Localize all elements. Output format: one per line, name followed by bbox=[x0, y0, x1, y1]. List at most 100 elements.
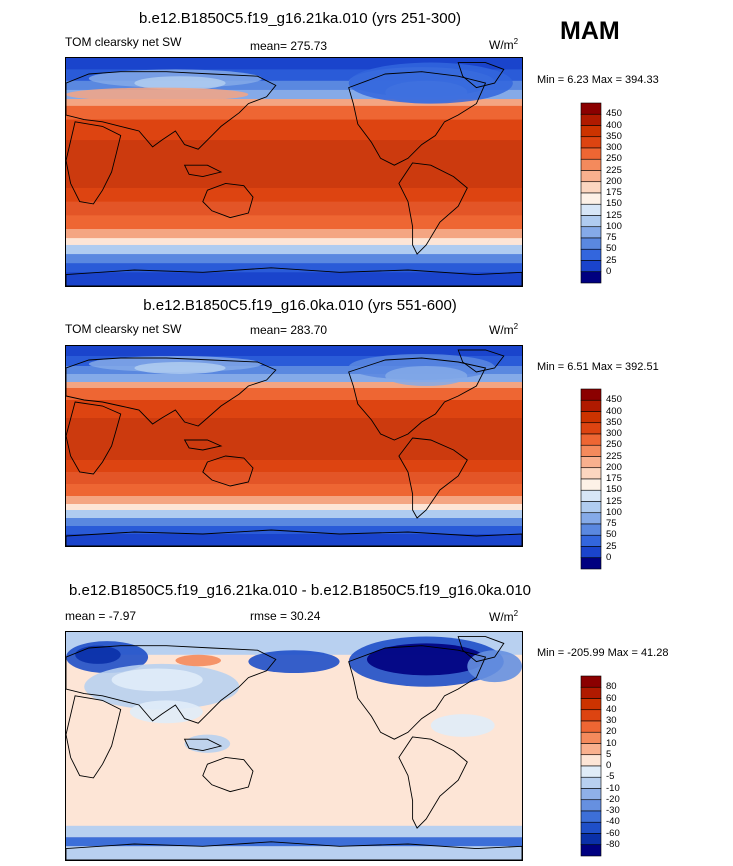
colorbar-box bbox=[580, 237, 602, 250]
colorbar-tick-label: 60 bbox=[606, 692, 617, 704]
panel-3-map bbox=[65, 631, 523, 861]
colorbar-box bbox=[580, 271, 602, 284]
colorbar-tick-label: 50 bbox=[606, 243, 617, 255]
map-field-band bbox=[66, 187, 522, 203]
colorbar-box bbox=[580, 444, 602, 457]
colorbar-box bbox=[580, 546, 602, 559]
map-australia bbox=[202, 455, 254, 487]
map-field-band bbox=[66, 374, 522, 383]
colorbar-box bbox=[580, 489, 602, 502]
map-greenland bbox=[457, 636, 505, 663]
panel-1-title: b.e12.B1850C5.f19_g16.21ka.010 (yrs 251-… bbox=[139, 10, 461, 27]
panel-1-left-label: TOM clearsky net SW bbox=[65, 35, 182, 49]
map-field-band bbox=[66, 254, 522, 264]
map-field-band bbox=[66, 388, 522, 401]
map-australia bbox=[202, 756, 254, 793]
colorbar-box bbox=[580, 158, 602, 171]
colorbar-box bbox=[580, 534, 602, 547]
colorbar-tick-label: 40 bbox=[606, 703, 617, 715]
colorbar-box bbox=[580, 810, 602, 823]
map-antarctica bbox=[66, 841, 522, 860]
map-africa bbox=[66, 401, 122, 475]
panel-3-minmax: Min = -205.99 Max = 41.28 bbox=[537, 647, 669, 659]
colorbar-box bbox=[580, 102, 602, 115]
map-greenland bbox=[457, 349, 505, 373]
colorbar-boxes bbox=[580, 388, 602, 570]
colorbar-tick-label: 200 bbox=[606, 175, 622, 187]
map-eurasia bbox=[66, 357, 277, 427]
map-field-patch bbox=[134, 362, 226, 374]
colorbar-box bbox=[580, 260, 602, 273]
colorbar-tick-label: 300 bbox=[606, 142, 622, 153]
colorbar-box bbox=[580, 411, 602, 424]
map-field-band bbox=[66, 105, 522, 121]
colorbar-tick-label: 30 bbox=[606, 715, 617, 726]
map-field-band bbox=[66, 244, 522, 255]
map-field-band bbox=[66, 201, 522, 216]
colorbar-box bbox=[580, 799, 602, 812]
map-field-patch bbox=[129, 700, 203, 724]
map-north-america bbox=[348, 645, 487, 740]
colorbar-tick-label: -10 bbox=[606, 782, 620, 794]
colorbar-tick-label: 175 bbox=[606, 187, 622, 198]
colorbar-tick-label: 125 bbox=[606, 495, 622, 507]
colorbar-box bbox=[580, 686, 602, 699]
map-field-patch bbox=[111, 668, 203, 692]
map-field-patch bbox=[385, 366, 468, 386]
colorbar-box bbox=[580, 215, 602, 228]
panel-3-rmse-label: rmse = 30.24 bbox=[250, 609, 321, 623]
panel-1-minmax: Min = 6.23 Max = 394.33 bbox=[537, 74, 659, 86]
colorbar-tick-label: 450 bbox=[606, 108, 622, 120]
map-field-band bbox=[66, 496, 522, 505]
map-field-patch bbox=[248, 650, 340, 674]
colorbar-tick-label: -30 bbox=[606, 805, 620, 816]
map-field-band bbox=[66, 534, 522, 546]
map-field-band bbox=[66, 89, 522, 100]
colorbar-tick-label: 100 bbox=[606, 506, 622, 518]
colorbar-box bbox=[580, 433, 602, 446]
colorbar-tick-label: 0 bbox=[606, 551, 612, 563]
map-eurasia bbox=[66, 645, 277, 724]
colorbar-box bbox=[580, 248, 602, 261]
map-field-band bbox=[66, 80, 522, 91]
map-field-band bbox=[66, 99, 522, 107]
colorbar-box bbox=[580, 136, 602, 149]
colorbar-tick-label: 5 bbox=[606, 748, 612, 760]
map-field-patch bbox=[175, 654, 222, 667]
panel-3-units: W/m2 bbox=[489, 609, 519, 624]
colorbar-3: 80 60 40 30 20 10 5 0 -5 -10 -20 -30 -40 -60 -80 bbox=[580, 675, 625, 857]
map-field-band bbox=[66, 846, 522, 860]
colorbar-2: 450 400 350 300 250 225 200 175 150 125 100 75 50 25 0 bbox=[580, 388, 625, 570]
map-field-patch bbox=[430, 714, 495, 737]
colorbar-box bbox=[580, 113, 602, 126]
map-antarctica bbox=[66, 529, 522, 546]
map-field-band bbox=[66, 472, 522, 485]
colorbar-box bbox=[580, 675, 602, 688]
colorbar-box bbox=[580, 512, 602, 525]
map-north-america bbox=[348, 357, 487, 441]
colorbar-tick-label: 400 bbox=[606, 405, 622, 417]
map-field-band bbox=[66, 140, 522, 173]
colorbar-box bbox=[580, 776, 602, 789]
map-field-patch bbox=[467, 650, 522, 683]
map-field-band bbox=[66, 69, 522, 82]
map-field-band bbox=[66, 272, 522, 286]
season-label: MAM bbox=[560, 17, 620, 45]
colorbar-tick-label: 50 bbox=[606, 529, 617, 541]
colorbar-tick-label: -60 bbox=[606, 827, 620, 839]
panel-2-mean-label: mean= 283.70 bbox=[250, 323, 328, 337]
map-field-patch bbox=[366, 643, 486, 676]
map-field-band bbox=[66, 837, 522, 847]
colorbar-box bbox=[580, 399, 602, 412]
colorbar-tick-label: 80 bbox=[606, 681, 617, 693]
map-greenland bbox=[457, 62, 505, 89]
panel-2-map bbox=[65, 345, 523, 547]
panel-2-title: b.e12.B1850C5.f19_g16.0ka.010 (yrs 551-6… bbox=[143, 297, 457, 314]
colorbar-box bbox=[580, 192, 602, 205]
colorbar-tick-label: 250 bbox=[606, 153, 622, 165]
colorbar-tick-label: 450 bbox=[606, 394, 622, 406]
map-indonesia bbox=[183, 439, 223, 451]
map-field-band bbox=[66, 172, 522, 189]
map-field-band bbox=[66, 346, 522, 357]
map-field-band bbox=[66, 518, 522, 527]
